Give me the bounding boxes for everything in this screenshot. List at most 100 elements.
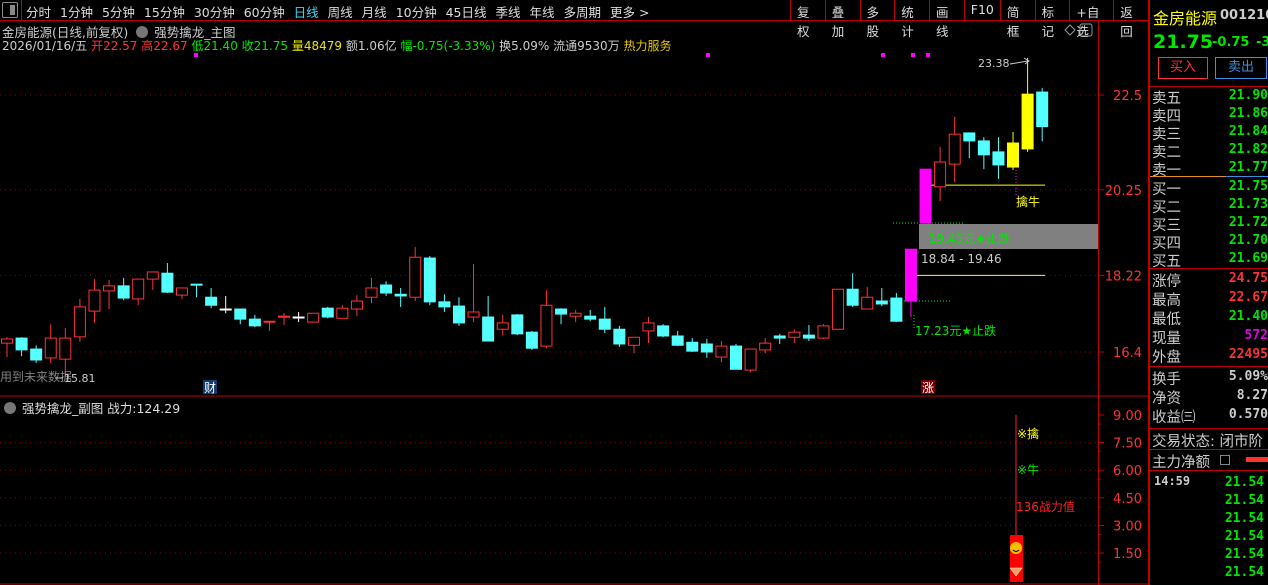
period-tab[interactable]: 月线 bbox=[361, 5, 387, 20]
tick-price: 21.54 bbox=[1224, 475, 1264, 490]
candle bbox=[934, 146, 947, 202]
buy-button[interactable]: 买入 bbox=[1158, 57, 1208, 79]
sell-button[interactable]: 卖出 bbox=[1215, 57, 1267, 79]
quote-row: 换手 5.09% bbox=[1152, 368, 1268, 388]
candle-body bbox=[598, 318, 611, 330]
period-tab[interactable]: 45日线 bbox=[445, 5, 487, 20]
row-label: 净资 bbox=[1152, 391, 1181, 407]
quote-row: 卖一 21.77 bbox=[1152, 159, 1268, 179]
candle bbox=[336, 305, 349, 319]
candle-body bbox=[700, 343, 713, 353]
period-tab[interactable]: 10分钟 bbox=[395, 5, 437, 20]
open-label: 开 bbox=[91, 39, 104, 53]
tick-price: 21.54 bbox=[1224, 529, 1264, 544]
expand-icon[interactable] bbox=[1079, 23, 1093, 37]
row-label: 卖五 bbox=[1152, 91, 1181, 107]
candle bbox=[190, 283, 203, 298]
chart-title: 金房能源(日线,前复权) bbox=[2, 25, 129, 40]
quote-row: 最低 21.40 bbox=[1152, 308, 1268, 328]
candle bbox=[963, 132, 976, 159]
row-value: 22495 bbox=[1228, 347, 1268, 362]
candle bbox=[584, 309, 597, 322]
candle-body bbox=[744, 348, 757, 371]
candle bbox=[715, 341, 728, 363]
pressure-zone bbox=[919, 224, 1098, 249]
period-tab[interactable]: 5分钟 bbox=[101, 5, 135, 20]
candle bbox=[117, 277, 130, 301]
sector-link[interactable]: 热力服务 bbox=[623, 39, 672, 53]
tool-button[interactable]: 画线 bbox=[929, 0, 964, 39]
sub-tick-label: 4.50 bbox=[1113, 492, 1142, 507]
dropdown-icon[interactable] bbox=[4, 402, 16, 414]
tool-button[interactable]: 统计 bbox=[894, 0, 929, 39]
tool-button[interactable]: +自选 bbox=[1069, 0, 1113, 39]
candle-body bbox=[715, 345, 728, 358]
candle bbox=[1, 337, 13, 358]
period-tab[interactable]: 年线 bbox=[529, 5, 555, 20]
tick-price: 21.54 bbox=[1224, 493, 1264, 508]
tick-row: 21.54 bbox=[1152, 510, 1268, 528]
subchart-title[interactable]: 强势擒龙_副图 bbox=[21, 401, 104, 416]
period-tab[interactable]: 15分钟 bbox=[143, 5, 185, 20]
future-data-warning: 用到未来数据 bbox=[0, 369, 72, 384]
candle-body bbox=[496, 322, 509, 330]
diamond-icon[interactable] bbox=[1064, 24, 1076, 36]
ohlc-info: 2026/01/16/五 开22.57 高22.67 低21.40 收21.75… bbox=[2, 37, 672, 54]
panel-toggle-icon[interactable] bbox=[2, 2, 18, 18]
quote-row: 净资 8.27 bbox=[1152, 387, 1268, 407]
tool-button[interactable]: F10 bbox=[963, 0, 1000, 21]
tick-price: 21.54 bbox=[1224, 511, 1264, 526]
tool-buttons: 复权 叠加 多股 统计 画线 F10 简框 标记 +自选 返回 bbox=[790, 0, 1148, 39]
candle bbox=[700, 338, 713, 358]
tool-button[interactable]: 复权 bbox=[790, 0, 825, 39]
dropdown-icon[interactable] bbox=[136, 26, 149, 38]
period-tab[interactable]: 日线 bbox=[293, 5, 319, 20]
volume-label: 量 bbox=[291, 39, 304, 53]
stock-code: 001210 bbox=[1220, 8, 1268, 23]
candle bbox=[875, 287, 888, 307]
list-icon[interactable] bbox=[1220, 455, 1230, 465]
finance-badge: 财 bbox=[204, 381, 216, 395]
stock-name: 金房能源 bbox=[1153, 9, 1218, 28]
candle-body bbox=[992, 151, 1005, 166]
period-tab[interactable]: 周线 bbox=[327, 5, 353, 20]
period-tab[interactable]: 季线 bbox=[495, 5, 521, 20]
tool-button[interactable]: 叠加 bbox=[824, 0, 860, 39]
period-tab[interactable]: 30分钟 bbox=[193, 5, 235, 20]
candle bbox=[278, 313, 291, 326]
period-tab[interactable]: 多周期 bbox=[563, 5, 602, 20]
indicator-name[interactable]: 强势擒龙_主图 bbox=[154, 25, 236, 40]
candle-body bbox=[890, 297, 903, 322]
signal-niu: ※牛 bbox=[1017, 462, 1039, 477]
candle-body bbox=[861, 296, 874, 310]
candle bbox=[438, 294, 451, 312]
period-tab[interactable]: 更多 > bbox=[610, 5, 650, 20]
candle bbox=[234, 308, 247, 325]
candle-body bbox=[686, 341, 699, 352]
period-tab[interactable]: 60分钟 bbox=[243, 5, 285, 20]
candle-body bbox=[103, 285, 116, 292]
period-tab[interactable]: 1分钟 bbox=[60, 5, 93, 20]
tool-button[interactable]: 简框 bbox=[999, 0, 1035, 39]
tool-button[interactable]: 标记 bbox=[1034, 0, 1070, 39]
signal-dot bbox=[881, 53, 885, 57]
row-value: 21.40 bbox=[1228, 309, 1268, 324]
candle-body bbox=[627, 336, 640, 346]
candle-body bbox=[146, 271, 159, 280]
tool-button[interactable]: 返回 bbox=[1113, 0, 1148, 39]
signal-dot bbox=[706, 53, 710, 57]
candle-body bbox=[278, 315, 291, 318]
candle bbox=[467, 263, 480, 323]
candle bbox=[817, 324, 830, 339]
candle-body bbox=[132, 278, 145, 300]
candle-body bbox=[802, 334, 815, 339]
min-price-label: 15.81 bbox=[64, 372, 96, 385]
candle bbox=[948, 116, 961, 183]
row-label: 收益㈢ bbox=[1152, 410, 1196, 426]
candle bbox=[730, 343, 742, 370]
row-label: 最低 bbox=[1152, 312, 1181, 328]
row-value: 24.75 bbox=[1228, 271, 1268, 286]
period-tab[interactable]: 分时 bbox=[26, 5, 52, 20]
tool-button[interactable]: 多股 bbox=[859, 0, 895, 39]
